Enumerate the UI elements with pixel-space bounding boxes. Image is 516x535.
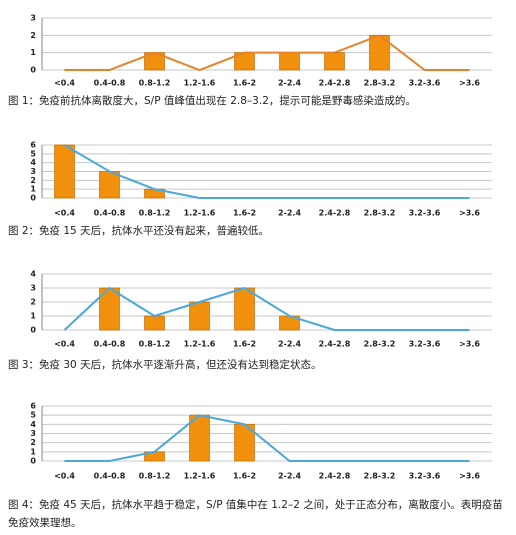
y-tick-label: 0 <box>30 66 36 75</box>
x-tick-label: <0.4 <box>54 209 75 218</box>
bar <box>234 287 255 331</box>
bar <box>54 144 75 199</box>
y-tick-label: 1 <box>30 447 36 456</box>
y-tick-label: 3 <box>30 167 36 176</box>
x-tick-label: 3.2-3.6 <box>409 472 441 481</box>
x-tick-label: <0.4 <box>54 79 75 88</box>
x-tick-label: 1.6-2 <box>233 79 256 88</box>
x-tick-label: 1.2-1.6 <box>184 472 216 481</box>
y-tick-label: 3 <box>30 429 36 438</box>
x-tick-label: 2.4-2.8 <box>319 472 351 481</box>
x-tick-label: 3.2-3.6 <box>409 79 441 88</box>
y-tick-label: 1 <box>30 312 36 321</box>
x-tick-label: >3.6 <box>459 340 480 349</box>
y-tick-label: 5 <box>30 149 36 158</box>
caption: 图 1：免疫前抗体离散度大，S/P 值峰值出现在 2.8–3.2，提示可能是野毒… <box>8 95 416 107</box>
bar <box>144 315 165 331</box>
caption: 图 3：免疫 30 天后，抗体水平逐渐升高，但还没有达到稳定状态。 <box>8 359 322 371</box>
x-tick-label: 1.6-2 <box>233 472 256 481</box>
line <box>64 414 470 462</box>
x-tick-label: 2.8-3.2 <box>364 340 396 349</box>
y-tick-label: 0 <box>30 326 36 335</box>
x-tick-label: 0.4-0.8 <box>94 209 126 218</box>
y-tick-label: 2 <box>30 176 36 185</box>
y-tick-label: 2 <box>30 438 36 447</box>
line <box>64 34 470 72</box>
x-tick-label: 1.6-2 <box>233 340 256 349</box>
y-tick-label: 4 <box>30 420 36 429</box>
bar <box>99 171 120 199</box>
x-tick-label: 2.4-2.8 <box>319 340 351 349</box>
caption: 图 2：免疫 15 天后，抗体水平还没有起来，普遍较低。 <box>8 225 270 237</box>
y-tick-label: 2 <box>30 298 36 307</box>
y-tick-label: 4 <box>30 270 36 279</box>
y-tick-label: 5 <box>30 411 36 420</box>
x-tick-label: 2-2.4 <box>278 209 301 218</box>
y-tick-label: 1 <box>30 48 36 57</box>
x-tick-label: 2-2.4 <box>278 472 301 481</box>
bar <box>324 52 345 71</box>
x-tick-label: 3.2-3.6 <box>409 209 441 218</box>
x-tick-label: 2.4-2.8 <box>319 79 351 88</box>
x-tick-label: <0.4 <box>54 340 75 349</box>
x-tick-label: 2.4-2.8 <box>319 209 351 218</box>
y-tick-label: 4 <box>30 158 36 167</box>
y-tick-label: 3 <box>30 14 36 23</box>
x-tick-label: 1.2-1.6 <box>184 340 216 349</box>
x-tick-label: 0.8-1.2 <box>139 79 171 88</box>
x-tick-label: >3.6 <box>459 472 480 481</box>
x-tick-label: 2.8-3.2 <box>364 209 396 218</box>
x-tick-label: 3.2-3.6 <box>409 340 441 349</box>
x-tick-label: 2.8-3.2 <box>364 79 396 88</box>
x-tick-label: 0.8-1.2 <box>139 472 171 481</box>
x-tick-label: 1.6-2 <box>233 209 256 218</box>
y-tick-label: 2 <box>30 31 36 40</box>
line <box>63 144 470 199</box>
line <box>63 286 470 331</box>
y-tick-label: 0 <box>30 194 36 203</box>
x-tick-label: 1.2-1.6 <box>184 209 216 218</box>
x-tick-label: 0.4-0.8 <box>94 472 126 481</box>
bar <box>189 301 210 331</box>
x-tick-label: 0.4-0.8 <box>94 340 126 349</box>
x-tick-label: 1.2-1.6 <box>184 79 216 88</box>
x-tick-label: 2-2.4 <box>278 79 301 88</box>
x-tick-label: 0.8-1.2 <box>139 340 171 349</box>
bar <box>279 52 300 71</box>
y-tick-label: 0 <box>30 457 36 466</box>
y-tick-label: 6 <box>30 402 36 411</box>
caption: 图 4：免疫 45 天后，抗体水平趋于稳定，S/P 值集中在 1.2–2 之间，… <box>8 499 503 529</box>
x-tick-label: 0.8-1.2 <box>139 209 171 218</box>
y-tick-label: 1 <box>30 185 36 194</box>
x-tick-label: 2-2.4 <box>278 340 301 349</box>
x-tick-label: >3.6 <box>459 209 480 218</box>
x-tick-label: <0.4 <box>54 472 75 481</box>
y-tick-label: 3 <box>30 284 36 293</box>
x-tick-label: 2.8-3.2 <box>364 472 396 481</box>
x-tick-label: 0.4-0.8 <box>94 79 126 88</box>
x-tick-label: >3.6 <box>459 79 480 88</box>
y-tick-label: 6 <box>30 141 36 150</box>
